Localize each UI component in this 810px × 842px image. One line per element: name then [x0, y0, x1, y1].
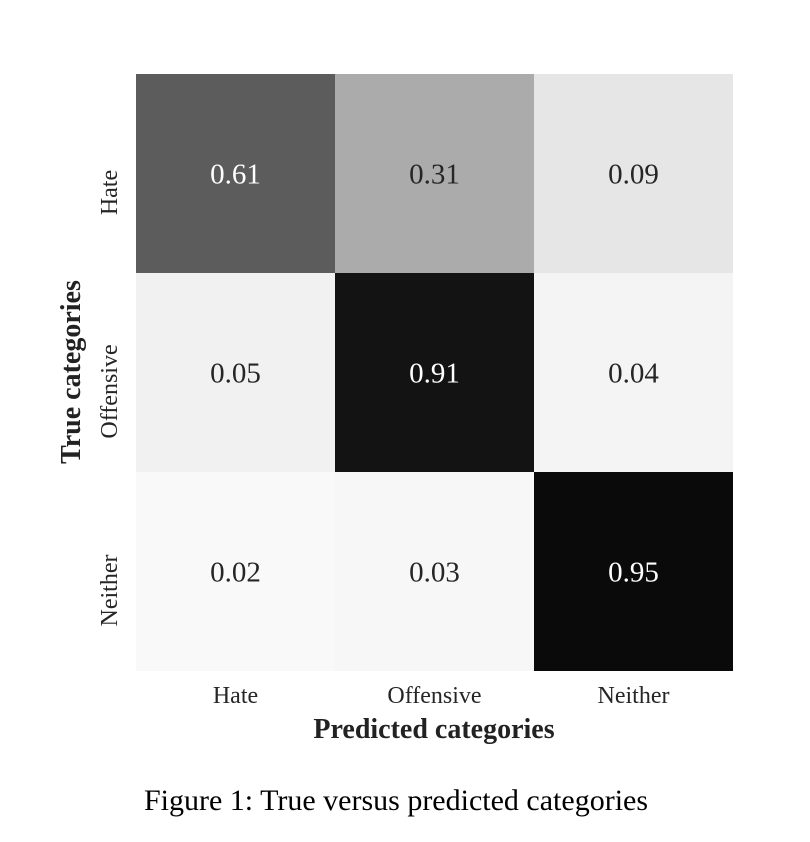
x-tick-label: Offensive: [387, 683, 481, 709]
cell-value-label: 0.91: [409, 358, 460, 390]
cell-value-label: 0.61: [210, 159, 261, 191]
heatmap-cell: [534, 74, 733, 273]
heatmap-cells: [136, 74, 733, 671]
heatmap-cell-labels: 0.61 0.31 0.09 0.05 0.91 0.04 0.02 0.03 0.95: [210, 159, 659, 589]
y-axis-label: True categories: [56, 280, 87, 464]
x-tick-label: Neither: [598, 683, 670, 709]
figure-caption: Figure 1: True versus predicted categori…: [143, 784, 649, 817]
y-tick-label: Neither: [97, 555, 123, 627]
cell-value-label: 0.04: [608, 358, 659, 390]
x-axis-tick-labels: Hate Offensive Neither: [213, 683, 670, 709]
cell-value-label: 0.02: [210, 557, 261, 589]
heatmap-cell: [335, 273, 534, 472]
y-axis-tick-labels: Hate Offensive Neither: [97, 170, 123, 627]
cell-value-label: 0.05: [210, 358, 261, 390]
heatmap-cell: [534, 273, 733, 472]
heatmap-cell: [136, 472, 335, 671]
cell-value-label: 0.09: [608, 159, 659, 191]
heatmap-cell: [136, 74, 335, 273]
x-tick-label: Hate: [213, 683, 258, 709]
cell-value-label: 0.31: [409, 159, 460, 191]
x-axis-label: Predicted categories: [313, 714, 554, 745]
y-tick-label: Hate: [97, 170, 123, 215]
cell-value-label: 0.95: [608, 557, 659, 589]
heatmap-cell: [335, 74, 534, 273]
heatmap-cell: [335, 472, 534, 671]
heatmap-cell: [136, 273, 335, 472]
heatmap-cell: [534, 472, 733, 671]
cell-value-label: 0.03: [409, 557, 460, 589]
y-tick-label: Offensive: [97, 344, 123, 438]
